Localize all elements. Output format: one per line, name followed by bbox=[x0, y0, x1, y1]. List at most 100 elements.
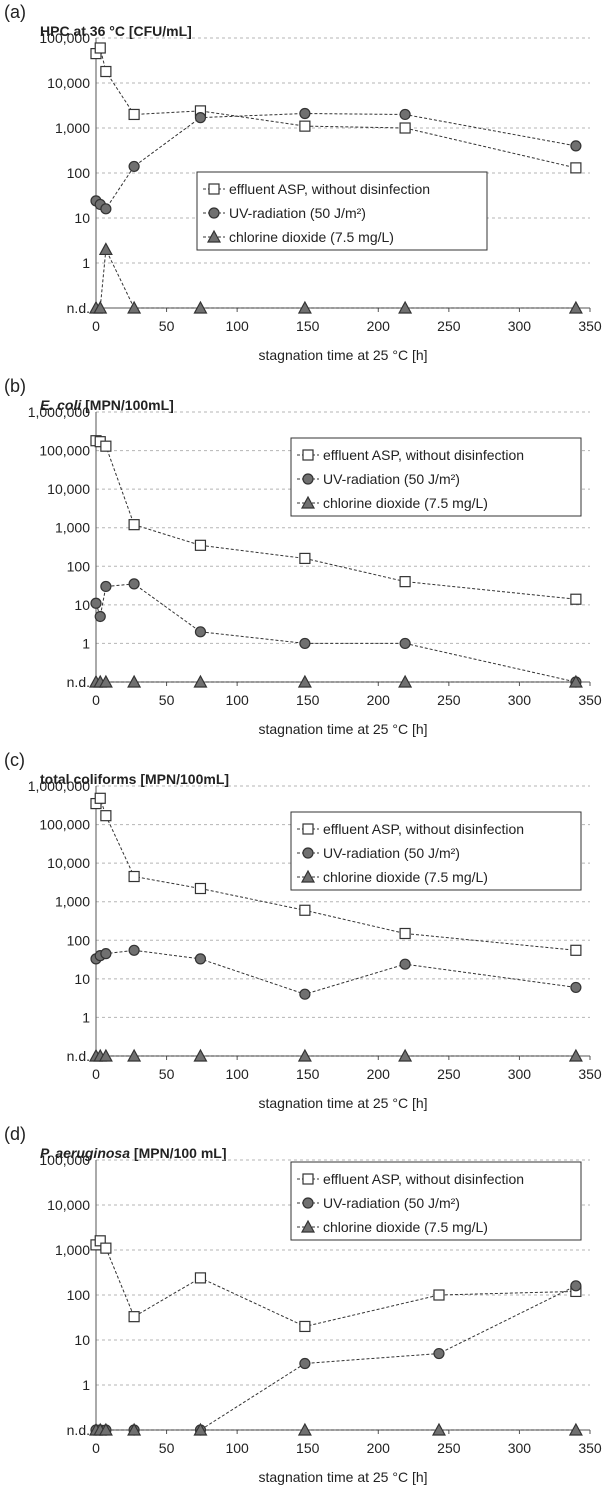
data-point-square bbox=[128, 519, 140, 531]
data-point-square bbox=[570, 593, 582, 605]
x-tick-label: 300 bbox=[508, 1440, 532, 1456]
x-tick-label: 300 bbox=[508, 692, 532, 708]
data-point-circle bbox=[570, 140, 582, 152]
data-point-square bbox=[299, 1320, 311, 1333]
data-point-triangle bbox=[568, 1422, 583, 1436]
series-line-circle bbox=[95, 949, 576, 995]
data-point-square bbox=[94, 792, 106, 804]
data-point-circle bbox=[299, 637, 311, 650]
y-tick-label: 100,000 bbox=[39, 443, 90, 459]
data-point-triangle bbox=[193, 1048, 208, 1062]
legend-label: effluent ASP, without disinfection bbox=[323, 1171, 524, 1187]
y-tick-label: 1,000,000 bbox=[28, 404, 90, 420]
x-tick-label: 0 bbox=[92, 318, 100, 334]
legend-marker-circle bbox=[302, 847, 314, 859]
x-tick-label: 50 bbox=[159, 692, 175, 708]
y-tick-label: n.d. bbox=[67, 1422, 90, 1438]
x-tick-label: 150 bbox=[296, 692, 320, 708]
data-point-circle bbox=[570, 1280, 582, 1292]
legend-label: chlorine dioxide (7.5 mg/L) bbox=[229, 229, 394, 245]
x-tick-label: 350 bbox=[578, 1066, 602, 1082]
chart-title: P. aeruginosa [MPN/100 mL] bbox=[40, 1145, 226, 1161]
x-tick-label: 100 bbox=[225, 692, 249, 708]
data-point-square bbox=[570, 162, 582, 174]
legend-label: UV-radiation (50 J/m²) bbox=[323, 845, 460, 861]
x-tick-label: 250 bbox=[437, 318, 461, 334]
panel-label: (a) bbox=[4, 2, 26, 22]
series-line-square bbox=[95, 46, 577, 169]
y-tick-label: 10,000 bbox=[47, 75, 90, 91]
data-point-circle bbox=[194, 953, 207, 965]
data-point-triangle bbox=[398, 300, 413, 314]
y-tick-label: 10,000 bbox=[47, 855, 90, 871]
legend-marker-circle bbox=[302, 473, 314, 485]
y-tick-label: n.d. bbox=[67, 300, 90, 316]
y-tick-label: 1,000 bbox=[55, 894, 90, 910]
legend-marker-triangle bbox=[300, 1219, 316, 1233]
data-point-triangle bbox=[193, 1422, 208, 1436]
chart-svg-d: (d) P. aeruginosa [MPN/100 mL] n.d. 1 10 100 1… bbox=[4, 1124, 602, 1485]
x-tick-label: 250 bbox=[437, 1066, 461, 1082]
data-point-circle bbox=[570, 981, 582, 994]
data-point-triangle bbox=[297, 300, 312, 314]
data-point-triangle bbox=[297, 1048, 312, 1062]
x-tick-label: 350 bbox=[578, 1440, 602, 1456]
y-tick-label: 100,000 bbox=[39, 1152, 90, 1168]
legend-label: chlorine dioxide (7.5 mg/L) bbox=[323, 869, 488, 885]
x-tick-label: 150 bbox=[296, 1066, 320, 1082]
y-tick-label: 10 bbox=[74, 971, 90, 987]
panel-label: (d) bbox=[4, 1124, 26, 1144]
data-point-circle bbox=[100, 203, 112, 215]
legend-marker-square bbox=[302, 823, 314, 835]
data-point-triangle bbox=[568, 1048, 583, 1062]
data-point-triangle bbox=[297, 674, 312, 688]
legend-label: effluent ASP, without disinfection bbox=[229, 181, 430, 197]
x-tick-label: 150 bbox=[296, 1440, 320, 1456]
y-tick-label: 100,000 bbox=[39, 30, 90, 46]
data-point-circle bbox=[128, 578, 140, 590]
x-tick-label: 350 bbox=[578, 318, 602, 334]
data-point-circle bbox=[299, 107, 311, 120]
y-tick-label: 1,000 bbox=[55, 520, 90, 536]
x-tick-label: 200 bbox=[367, 1066, 391, 1082]
data-point-square bbox=[570, 944, 582, 956]
legend-marker-circle bbox=[302, 1197, 314, 1209]
data-point-square bbox=[299, 552, 311, 565]
x-axis-label: stagnation time at 25 °C [h] bbox=[258, 721, 427, 737]
x-tick-label: 0 bbox=[92, 692, 100, 708]
data-point-square bbox=[94, 1235, 106, 1247]
legend-marker-triangle bbox=[300, 495, 316, 509]
data-point-square bbox=[194, 882, 207, 895]
legend-marker-square bbox=[302, 449, 314, 461]
x-tick-label: 50 bbox=[159, 1066, 175, 1082]
x-tick-label: 300 bbox=[508, 1066, 532, 1082]
data-point-square bbox=[299, 120, 311, 132]
series-line-circle bbox=[96, 1285, 577, 1431]
data-point-square bbox=[128, 108, 140, 121]
y-tick-label: n.d. bbox=[67, 674, 90, 690]
data-point-circle bbox=[100, 580, 112, 593]
legend-marker-square bbox=[302, 1173, 314, 1185]
data-point-triangle bbox=[193, 300, 208, 314]
data-point-triangle bbox=[431, 1422, 446, 1436]
x-tick-label: 100 bbox=[225, 1440, 249, 1456]
data-point-circle bbox=[128, 944, 140, 956]
data-point-square bbox=[100, 810, 112, 822]
data-point-circle bbox=[399, 958, 411, 970]
data-point-square bbox=[100, 65, 112, 78]
y-tick-label: 100,000 bbox=[39, 817, 90, 833]
data-point-circle bbox=[90, 597, 102, 609]
x-tick-label: 200 bbox=[367, 692, 391, 708]
y-tick-label: 10,000 bbox=[47, 1197, 90, 1213]
data-point-square bbox=[194, 1272, 207, 1284]
y-tick-label: 10 bbox=[74, 210, 90, 226]
y-tick-label: 1,000 bbox=[55, 120, 90, 136]
y-tick-label: 100 bbox=[67, 1287, 91, 1303]
y-tick-label: 1,000 bbox=[55, 1242, 90, 1258]
data-point-circle bbox=[299, 988, 311, 1000]
data-point-triangle bbox=[127, 1048, 142, 1062]
x-tick-label: 100 bbox=[225, 1066, 249, 1082]
data-point-circle bbox=[194, 626, 207, 638]
chart-panel-d: (d) P. aeruginosa [MPN/100 mL] n.d. 1 10 100 1… bbox=[0, 1122, 609, 1495]
data-point-triangle bbox=[127, 674, 142, 688]
